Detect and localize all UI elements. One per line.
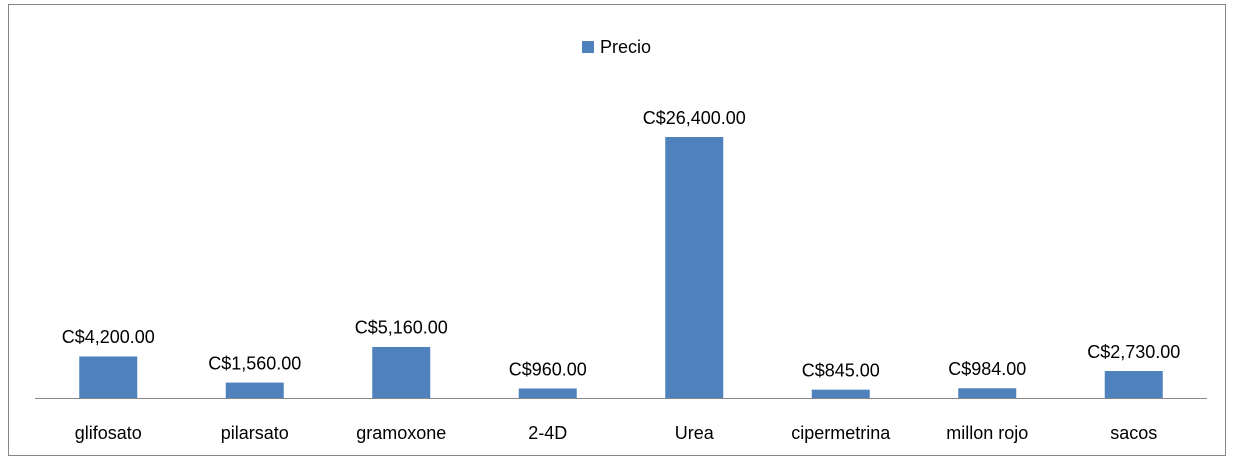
bar xyxy=(958,388,1017,398)
data-label: C$984.00 xyxy=(948,359,1026,379)
data-label: C$4,200.00 xyxy=(62,327,155,347)
x-tick-label: millon rojo xyxy=(946,423,1028,443)
data-label: C$1,560.00 xyxy=(208,353,301,373)
bar xyxy=(372,346,431,398)
bar xyxy=(79,356,138,398)
bar xyxy=(665,137,724,398)
bar xyxy=(225,382,284,398)
data-label: C$5,160.00 xyxy=(355,318,448,338)
data-label: C$960.00 xyxy=(509,359,587,379)
x-tick-label: gramoxone xyxy=(356,423,446,443)
legend-label: Precio xyxy=(600,37,651,57)
x-tick-label: cipermetrina xyxy=(791,423,891,443)
x-tick-label: 2-4D xyxy=(528,423,567,443)
bar xyxy=(518,388,577,398)
x-tick-label: sacos xyxy=(1110,423,1157,443)
chart-border xyxy=(8,4,1226,456)
legend-swatch xyxy=(582,41,594,53)
data-label: C$26,400.00 xyxy=(643,108,746,128)
x-tick-label: Urea xyxy=(675,423,715,443)
bar xyxy=(1104,371,1163,398)
data-label: C$845.00 xyxy=(802,360,880,380)
bar xyxy=(811,389,870,398)
x-tick-label: pilarsato xyxy=(221,423,289,443)
data-label: C$2,730.00 xyxy=(1087,342,1180,362)
x-tick-label: glifosato xyxy=(75,423,142,443)
